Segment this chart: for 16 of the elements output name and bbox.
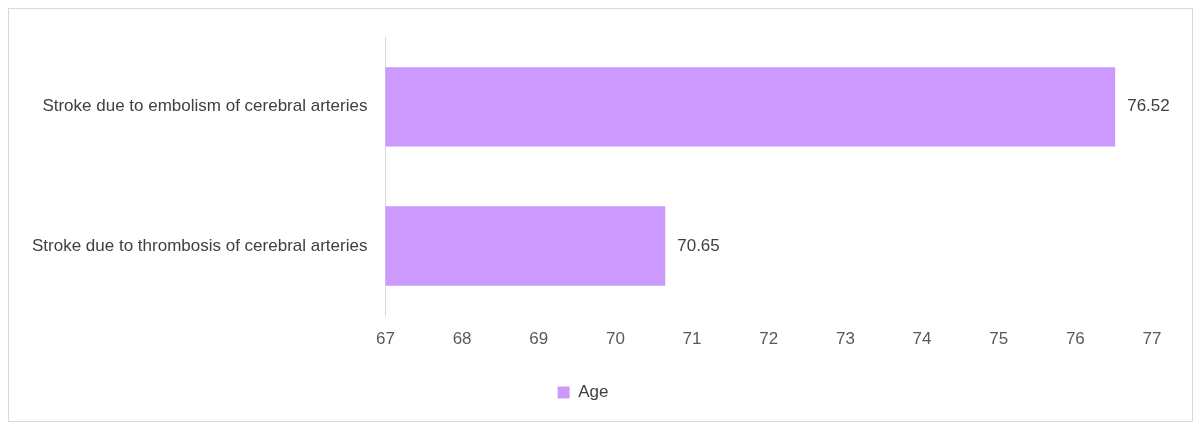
x-tick-label: 73: [835, 329, 855, 349]
x-tick-label: 72: [759, 329, 779, 349]
x-tick-label: 67: [375, 329, 395, 349]
x-tick-label: 70: [605, 329, 625, 349]
y-tick-label: Stroke due to embolism of cerebral arteries: [42, 96, 368, 116]
x-tick-label: 77: [1142, 329, 1162, 349]
x-tick-label: 76: [1065, 329, 1085, 349]
x-tick-label: 69: [529, 329, 549, 349]
y-tick-label: Stroke due to thrombosis of cerebral arteries: [32, 235, 368, 255]
x-tick-label: 68: [452, 329, 472, 349]
data-label: 76.52: [1127, 96, 1170, 116]
x-tick-label: 74: [912, 329, 932, 349]
x-tick-label: 71: [682, 329, 702, 349]
data-label: 70.65: [677, 235, 720, 255]
x-tick-label: 75: [989, 329, 1009, 349]
legend-label: Age: [578, 382, 609, 402]
